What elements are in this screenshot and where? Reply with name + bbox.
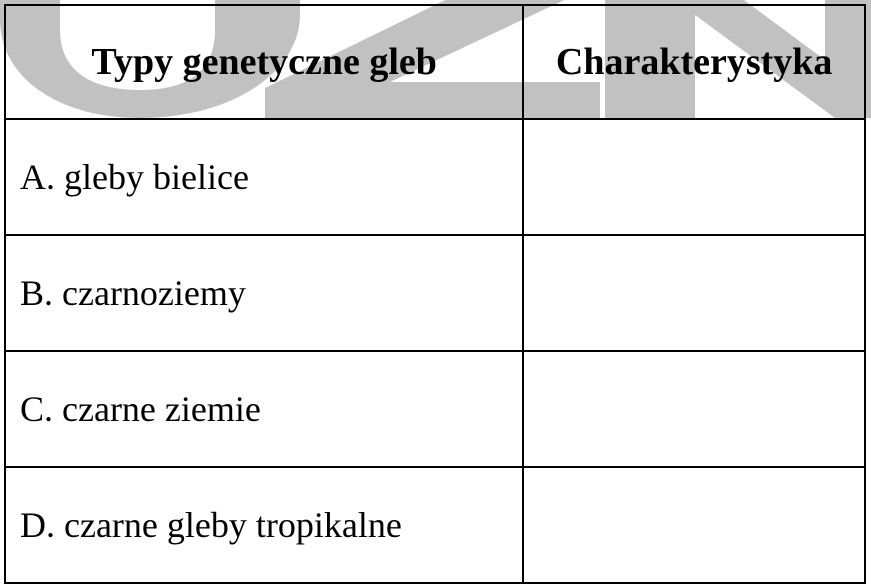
cell-char-b [523,235,865,351]
soil-table-container: Typy genetyczne gleb Charakterystyka A. … [0,0,871,588]
cell-type-d: D. czarne gleby tropikalne [5,467,523,583]
cell-char-c [523,351,865,467]
cell-char-d [523,467,865,583]
header-characteristics: Charakterystyka [523,5,865,119]
table-row: C. czarne ziemie [5,351,865,467]
soil-types-table: Typy genetyczne gleb Charakterystyka A. … [4,4,866,584]
header-types: Typy genetyczne gleb [5,5,523,119]
table-row: B. czarnoziemy [5,235,865,351]
cell-type-a: A. gleby bielice [5,119,523,235]
table-header-row: Typy genetyczne gleb Charakterystyka [5,5,865,119]
cell-char-a [523,119,865,235]
cell-type-c: C. czarne ziemie [5,351,523,467]
table-row: A. gleby bielice [5,119,865,235]
table-row: D. czarne gleby tropikalne [5,467,865,583]
cell-type-b: B. czarnoziemy [5,235,523,351]
